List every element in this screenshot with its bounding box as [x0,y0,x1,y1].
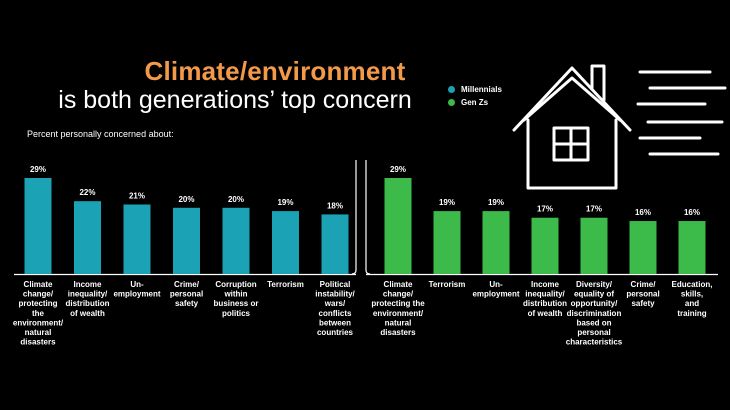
chart-caption: Percent personally concerned about: [27,129,174,139]
value-label-1-4: 20% [178,195,194,204]
legend: Millennials Gen Zs [448,83,502,109]
legend-label-genz: Gen Zs [461,98,489,107]
bar-1-2 [74,201,101,274]
bar-2-5 [580,217,608,274]
house-with-wind-icon [512,64,727,190]
value-label-2-3: 19% [488,198,504,207]
category-label-2-3: Un-employment [472,280,519,299]
value-label-1-7: 18% [327,201,343,210]
bar-2-2 [433,211,461,274]
legend-item-genz: Gen Zs [448,96,502,109]
bar-1-3 [123,204,151,274]
value-label-2-6: 16% [635,208,651,217]
bar-2-7 [678,221,706,274]
bar-2-4 [531,217,559,274]
category-label-2-7: Education, skills, and training [672,280,713,318]
chart-title: Climate/environment [144,56,406,86]
category-label-2-6: Crime/personal safety [626,280,659,308]
chart-divider-2 [365,160,371,275]
value-label-2-1: 29% [390,165,406,174]
value-label-2-5: 17% [586,205,602,214]
chart-divider-1 [351,160,357,275]
bar-2-1 [384,178,412,274]
category-label-1-5: Corruption within business or politics [214,280,259,318]
category-label-1-6: Terrorism [267,280,304,289]
category-label-2-4: Income inequality/distribution of wealth [523,280,567,318]
legend-swatch-genz [448,99,455,106]
value-label-2-7: 16% [684,208,700,217]
bar-1-4 [173,207,200,274]
category-label-1-7: Political instability/wars/conflicts betwe… [315,280,355,337]
category-label-1-4: Crime/personal safety [170,280,203,308]
chart-subtitle: is both generations’ top concern [58,86,412,114]
category-label-2-2: Terrorism [429,280,466,289]
value-label-1-3: 21% [129,191,145,200]
legend-label-millennials: Millennials [461,85,502,94]
bar-1-5 [222,207,250,274]
category-label-1-3: Un-employment [113,280,160,299]
bar-1-7 [321,214,349,274]
category-label-1-2: Income inequality/distribution of wealth [66,280,110,318]
value-label-1-2: 22% [79,188,95,197]
bar-2-6 [629,221,657,274]
bar-2-3 [482,211,510,274]
bar-1-6 [272,211,299,274]
bar-1-1 [24,178,52,274]
value-label-2-4: 17% [537,205,553,214]
category-label-2-5: Diversity/equality of opportunity/discrim… [566,280,623,347]
legend-swatch-millennials [448,86,455,93]
value-label-1-5: 20% [228,195,244,204]
value-label-2-2: 19% [439,198,455,207]
category-label-1-1: Climate change/protecting the environment/n… [13,280,64,347]
legend-item-millennials: Millennials [448,83,502,96]
value-label-1-1: 29% [30,165,46,174]
category-label-2-1: Climate change/protecting the environment/… [371,280,425,337]
value-label-1-6: 19% [277,198,293,207]
